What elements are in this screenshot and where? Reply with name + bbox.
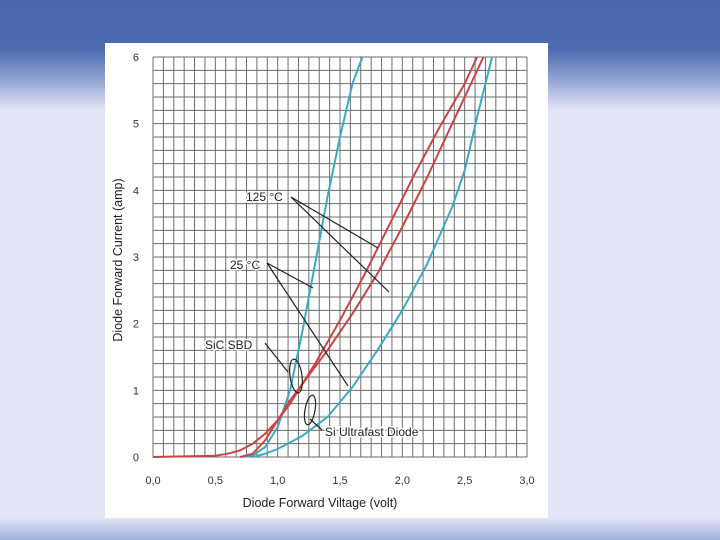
annotation-sic-sbd: SiC SBD [205, 338, 253, 352]
y-tick-label: 2 [133, 319, 139, 331]
sic-sbd-loop [289, 358, 303, 394]
x-tick-label: 0,0 [145, 475, 160, 487]
annotation-leader [290, 196, 390, 293]
y-tick-label: 5 [133, 119, 139, 131]
y-tick-label: 1 [133, 385, 139, 397]
x-tick-label: 0,5 [208, 475, 223, 487]
slide-footer-band [0, 518, 720, 540]
x-tick-label: 1,5 [332, 475, 347, 487]
chart-grid [152, 56, 528, 458]
y-tick-label: 6 [133, 52, 139, 64]
series-line-1 [240, 56, 364, 458]
annotation-leader [266, 262, 349, 387]
y-tick-label: 3 [133, 252, 139, 264]
series-line-4 [252, 56, 494, 458]
y-axis-label: Diode Forward Current (amp) [111, 178, 125, 341]
x-tick-label: 2,0 [395, 475, 410, 487]
annotation-leader [290, 196, 379, 249]
series-line-3 [240, 56, 485, 458]
x-tick-label: 1,0 [270, 475, 285, 487]
si-ultrafast-loop [303, 394, 317, 426]
annotation-si-ultrafast: Si Ultrafast Diode [325, 425, 419, 439]
forward-iv-chart: 0,0 0,5 1,0 1,5 2,0 2,5 3,0 0 1 2 3 4 5 6 125 °C 25 °… [111, 52, 535, 510]
annotations: 125 °C 25 °C SiC SBD Si Ultrafast Diode [204, 189, 421, 441]
annotation-leader [266, 262, 314, 289]
x-axis-label: Diode Forward Viltage (volt) [243, 496, 398, 510]
x-tick-label: 2,5 [457, 475, 472, 487]
annotation-125c: 125 °C [246, 190, 283, 204]
x-tick-label: 3,0 [519, 475, 534, 487]
annotation-leader [264, 342, 289, 373]
chart-figure: 0,0 0,5 1,0 1,5 2,0 2,5 3,0 0 1 2 3 4 5 6 125 °C 25 °… [105, 43, 548, 518]
y-tick-label: 4 [133, 185, 139, 197]
tick-labels: 0,0 0,5 1,0 1,5 2,0 2,5 3,0 0 1 2 3 4 5 6 [133, 52, 535, 487]
annotation-25c: 25 °C [230, 258, 260, 272]
y-tick-label: 0 [133, 452, 139, 464]
